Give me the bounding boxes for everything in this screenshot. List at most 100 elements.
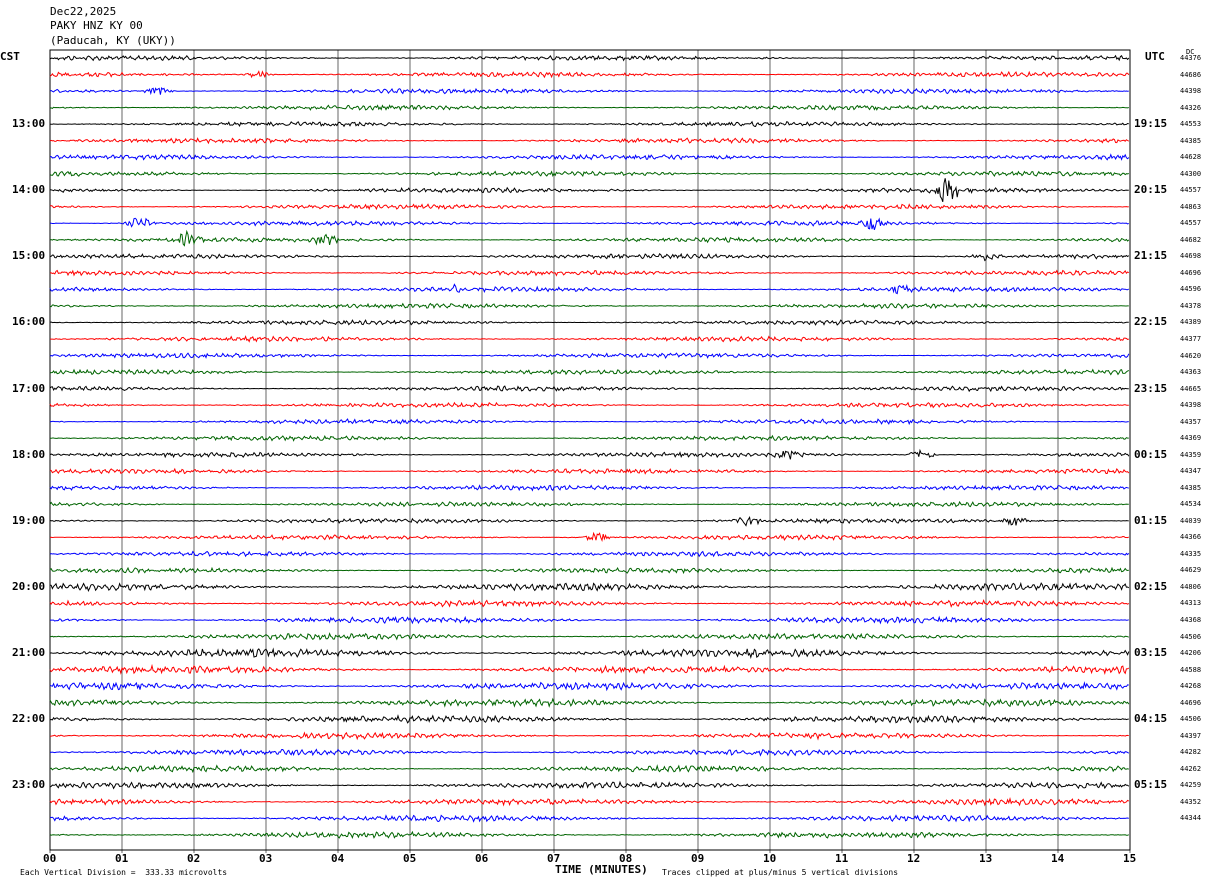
seismic-trace-line [49,581,1130,592]
right-hour-label: 01:15 [1134,513,1168,527]
dc-offset-value: 44268 [1180,682,1202,691]
plot-frame [49,49,1131,851]
seismic-trace-line [50,632,1129,641]
seismic-trace-line [49,229,1130,247]
x-tick-label: 09 [691,852,705,865]
right-hour-label: 04:15 [1134,712,1168,726]
right-hour-label: 03:15 [1134,646,1168,660]
dc-offset-value: 44596 [1180,285,1202,294]
scale-note: Each Vertical Division = 333.33 microvol… [20,868,228,877]
left-hour-label: 22:00 [12,712,46,726]
right-hour-label: 00:15 [1134,447,1168,461]
seismic-trace-line [49,647,1130,660]
seismic-trace-line [49,697,1130,708]
seismic-trace-line [49,170,1129,178]
dc-offset-value: 44629 [1180,566,1202,575]
seismic-trace-line [49,54,1130,62]
dc-offset-value: 44397 [1180,731,1202,740]
dc-offset-value: 44698 [1180,252,1202,261]
right-timezone-label: UTC [1145,50,1165,63]
dc-offset-value: 44262 [1180,764,1202,773]
dc-offset-value: 44347 [1180,467,1202,476]
seismic-trace-line [49,352,1130,359]
seismic-traces [49,54,1130,839]
seismic-trace-line [49,448,1130,460]
x-tick-label: 02 [187,852,201,865]
dc-offset-value: 44557 [1180,186,1202,195]
seismic-trace-line [49,748,1130,757]
right-hour-label: 05:15 [1134,778,1168,792]
x-tick-label: 01 [115,852,129,865]
x-tick-label: 10 [763,852,777,865]
left-hour-label: 23:00 [12,778,46,792]
dc-offset-value: 44398 [1180,401,1202,410]
x-tick-label: 15 [1123,852,1137,865]
x-tick-label: 07 [547,852,561,865]
seismic-trace-line [49,764,1129,774]
dc-offset-value: 44628 [1180,153,1202,162]
seismic-trace-line [49,385,1129,393]
left-hour-label: 13:00 [12,117,46,131]
dc-offset-value: 44326 [1180,103,1202,112]
clip-note: Traces clipped at plus/minus 5 vertical … [662,868,899,877]
left-hour-label: 18:00 [12,447,46,461]
seismic-trace-line [49,550,1130,558]
time-grid [49,49,1131,853]
x-tick-label: 13 [979,852,993,865]
dc-offset-value: 44359 [1180,450,1202,459]
right-hour-label: 21:15 [1134,249,1168,263]
header-date: Dec22,2025 [50,5,117,18]
seismic-trace-line [49,663,1130,675]
seismic-trace-line [49,796,1130,807]
dc-offset-value: 44588 [1180,665,1202,674]
dc-offset-value: 44557 [1180,219,1202,228]
seismic-trace-line [49,153,1130,161]
seismic-trace-line [49,319,1129,326]
dc-offset-value: 44665 [1180,384,1202,393]
dc-offset-value: 44363 [1180,368,1202,377]
x-tick-label: 08 [619,852,633,865]
seismic-trace-line [49,531,1129,542]
left-hour-label: 16:00 [12,315,46,329]
seismic-trace-line [49,283,1130,295]
header-location: (Paducah, KY (UKY)) [50,34,176,47]
dc-offset-value: 44357 [1180,417,1202,426]
dc-offset-value: 44620 [1180,351,1202,360]
dc-offset-value: 44385 [1180,136,1202,145]
dc-offset-value: 44206 [1180,649,1202,658]
x-tick-label: 11 [835,852,849,865]
dc-offset-value: 44376 [1180,54,1202,62]
dc-offset-value: 44377 [1180,335,1202,343]
seismic-trace-line [49,830,1130,839]
dc-offset-value: 44313 [1180,599,1202,608]
seismic-trace-line [49,120,1129,128]
right-hour-label: 19:15 [1134,117,1168,131]
x-tick-label: 04 [331,852,345,865]
dc-offset-value: 44553 [1180,120,1202,129]
seismic-trace-line [49,814,1129,823]
dc-offset-value: 44686 [1180,70,1202,79]
x-axis-label: TIME (MINUTES) [555,863,648,876]
dc-offset-value: 44282 [1180,748,1202,757]
dc-offset-value: 44385 [1180,483,1202,492]
dc-offset-value: 44696 [1180,268,1202,277]
seismic-trace-line [49,566,1129,575]
dc-offset-value: 44259 [1180,781,1202,790]
x-tick-label: 05 [403,852,417,865]
x-tick-label: 06 [475,852,489,865]
seismic-trace-line [49,86,1129,96]
seismic-trace-line [49,467,1130,475]
dc-offset-value: 44366 [1180,533,1202,542]
x-tick-label: 00 [43,852,57,865]
dc-offset-value: 44534 [1180,500,1202,509]
x-tick-label: 03 [259,852,273,865]
seismic-trace-line [49,368,1130,376]
left-hour-label: 15:00 [12,249,46,263]
right-hour-label: 23:15 [1134,381,1168,395]
seismic-trace-line [49,598,1130,608]
dc-offset-value: 44369 [1180,434,1202,443]
dc-offset-value: 44863 [1180,202,1202,211]
seismic-trace-line [49,104,1129,111]
dc-column-label: DC [1186,48,1195,56]
